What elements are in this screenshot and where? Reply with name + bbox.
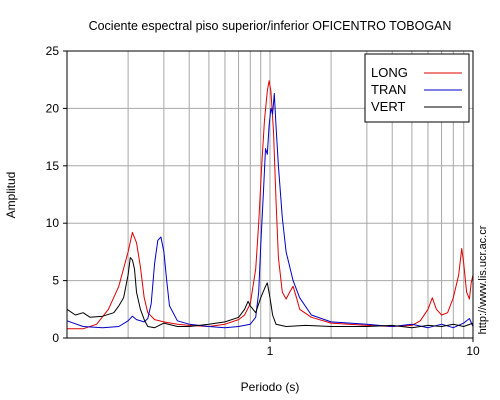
y-tick-label: 10 <box>46 216 60 230</box>
series-line-tran <box>66 93 474 329</box>
legend-label-long: LONG <box>371 65 408 80</box>
x-axis-ticks: 1 10 <box>267 338 480 358</box>
y-tick-label: 0 <box>52 331 59 345</box>
y-tick-label: 20 <box>46 101 60 115</box>
y-axis-label: Amplitud <box>4 172 18 219</box>
chart-title: Cociente espectral piso superior/inferio… <box>89 19 452 33</box>
legend-box <box>364 53 470 123</box>
x-tick-label: 1 <box>267 344 274 358</box>
y-tick-label: 15 <box>46 159 60 173</box>
legend-label-tran: TRAN <box>371 82 406 97</box>
y-tick-label: 5 <box>52 274 59 288</box>
series-layer <box>66 80 474 330</box>
series-line-long <box>67 80 474 330</box>
series-line-vert <box>66 257 474 329</box>
x-tick-label: 10 <box>466 344 480 358</box>
y-tick-label: 25 <box>46 44 60 58</box>
side-url: http://www.lis.ucr.ac.cr <box>477 225 489 334</box>
y-axis-ticks: 0 5 10 15 20 25 <box>46 44 67 345</box>
legend: LONG TRAN VERT <box>364 53 470 123</box>
legend-label-vert: VERT <box>371 99 405 114</box>
x-axis-label: Periodo (s) <box>241 380 300 394</box>
grid-lines <box>67 51 473 338</box>
